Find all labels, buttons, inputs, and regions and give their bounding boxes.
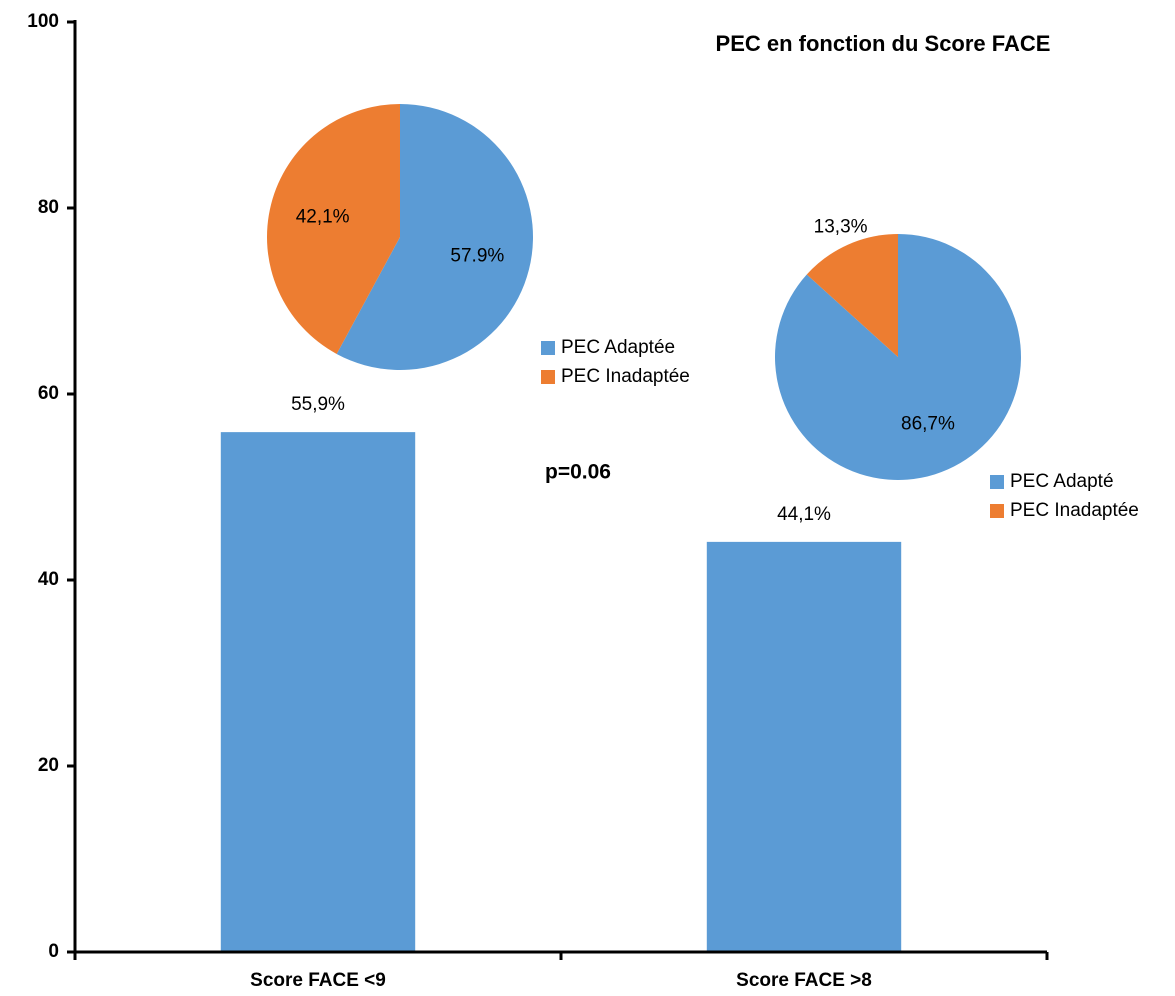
x-tick-label: Score FACE >8 (736, 970, 872, 991)
data-label: 55,9% (291, 394, 345, 415)
y-tick-label: 20 (38, 755, 59, 776)
legend-swatch (541, 341, 555, 355)
data-label: 57.9% (450, 246, 504, 267)
annotation: p=0.06 (545, 461, 611, 484)
data-label: 42,1% (296, 206, 350, 227)
legend-label: PEC Inadaptée (1010, 500, 1139, 521)
legend-label: PEC Inadaptée (561, 366, 690, 387)
chart-title: PEC en fonction du Score FACE (716, 31, 1051, 56)
pie-slice (266, 104, 400, 354)
data-label: 44,1% (777, 504, 831, 525)
bar (220, 432, 416, 952)
y-tick-label: 100 (27, 11, 59, 32)
legend-swatch (990, 504, 1004, 518)
y-tick-label: 0 (48, 941, 59, 962)
pie-slice (806, 234, 898, 357)
legend-label: PEC Adapté (1010, 471, 1114, 492)
y-tick-label: 40 (38, 569, 59, 590)
data-label: 86,7% (901, 413, 955, 434)
data-label: 13,3% (814, 217, 868, 238)
y-tick-label: 80 (38, 197, 59, 218)
bar (706, 541, 902, 952)
legend-swatch (990, 475, 1004, 489)
x-tick-label: Score FACE <9 (250, 970, 386, 991)
legend-label: PEC Adaptée (561, 337, 675, 358)
y-tick-label: 60 (38, 383, 59, 404)
pie-slice (336, 104, 533, 370)
legend-swatch (541, 370, 555, 384)
